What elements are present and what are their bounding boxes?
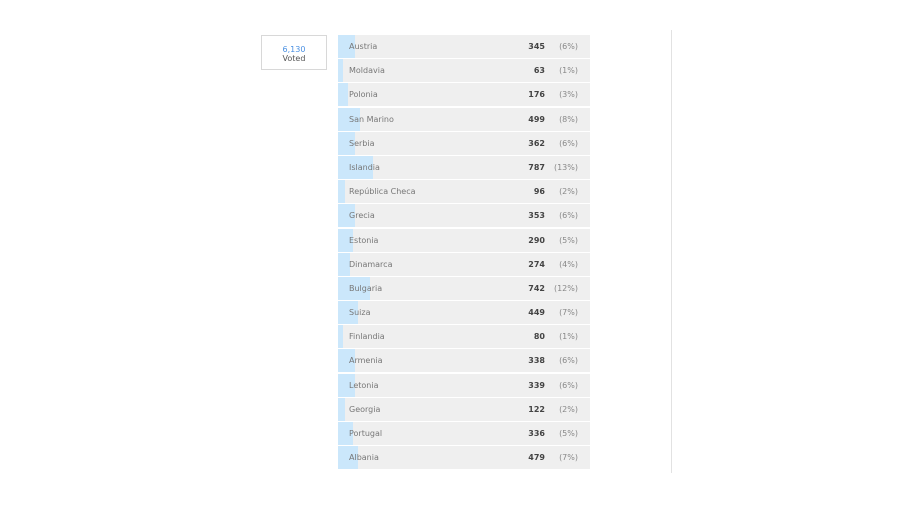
result-percent: (2%) <box>559 187 578 197</box>
result-name: Estonia <box>349 235 379 245</box>
result-votes: 787 <box>528 162 545 172</box>
result-bar <box>338 107 361 131</box>
result-votes: 742 <box>528 283 545 293</box>
result-percent: (6%) <box>559 211 578 221</box>
result-percent: (7%) <box>559 308 578 318</box>
result-bar <box>338 276 371 300</box>
result-votes: 290 <box>528 235 545 245</box>
result-name: Finlandia <box>349 332 385 342</box>
result-percent: (8%) <box>559 114 578 124</box>
voted-count: 6,130 <box>282 45 306 54</box>
result-row[interactable]: Armenia 338 (6%) <box>338 349 590 373</box>
result-bar <box>338 252 351 276</box>
result-votes: 274 <box>528 259 545 269</box>
result-percent: (5%) <box>559 429 578 438</box>
result-percent: (6%) <box>559 380 578 390</box>
result-row[interactable]: Estonia 290 (5%) <box>338 228 590 252</box>
result-bar <box>338 446 358 470</box>
result-votes: 96 <box>533 187 545 197</box>
result-name: Bulgaria <box>349 283 383 293</box>
result-votes: 176 <box>528 90 545 100</box>
result-bar <box>338 228 353 252</box>
result-row[interactable]: Albania 479 (7%) <box>338 446 590 470</box>
result-votes: 80 <box>533 332 545 342</box>
result-votes: 122 <box>528 404 545 414</box>
result-bar <box>338 59 343 83</box>
result-row[interactable]: Grecia 353 (6%) <box>338 204 590 228</box>
result-percent: (13%) <box>553 162 578 172</box>
result-votes: 338 <box>528 356 545 366</box>
results-list: Austria 345 (6%) Moldavia 63 (1%) Polonia 176 (3… <box>338 35 590 470</box>
result-row[interactable]: Islandia 787 (13%) <box>338 155 590 179</box>
result-name: Albania <box>349 453 379 463</box>
result-name: Grecia <box>349 211 375 221</box>
result-name: San Marino <box>349 114 394 124</box>
result-name: Portugal <box>349 429 383 438</box>
result-bar <box>338 131 356 155</box>
result-row[interactable]: Bulgaria 742 (12%) <box>338 276 590 300</box>
result-row[interactable]: Moldavia 63 (1%) <box>338 59 590 83</box>
result-votes: 63 <box>533 66 545 76</box>
result-row[interactable]: Finlandia 80 (1%) <box>338 325 590 349</box>
result-bar <box>338 204 356 228</box>
result-row[interactable]: Polonia 176 (3%) <box>338 83 590 107</box>
result-row[interactable]: Suiza 449 (7%) <box>338 301 590 325</box>
result-name: República Checa <box>349 187 416 197</box>
result-votes: 353 <box>528 211 545 221</box>
result-row[interactable]: San Marino 499 (8%) <box>338 107 590 131</box>
result-votes: 479 <box>528 453 545 463</box>
result-bar <box>338 35 356 58</box>
divider <box>671 30 672 473</box>
result-name: Islandia <box>349 162 380 172</box>
result-bar <box>338 301 358 325</box>
voted-label: Voted <box>282 54 306 63</box>
result-votes: 362 <box>528 138 545 148</box>
result-row[interactable]: Austria 345 (6%) <box>338 35 590 58</box>
result-bar <box>338 325 343 349</box>
result-row[interactable]: Georgia 122 (2%) <box>338 397 590 421</box>
result-percent: (1%) <box>559 332 578 342</box>
result-name: Polonia <box>349 90 378 100</box>
result-row[interactable]: Serbia 362 (6%) <box>338 131 590 155</box>
result-name: Moldavia <box>349 66 385 76</box>
result-percent: (7%) <box>559 453 578 463</box>
result-bar <box>338 180 346 204</box>
result-bar <box>338 349 356 373</box>
result-votes: 499 <box>528 114 545 124</box>
voted-summary: 6,130 Voted <box>261 35 327 70</box>
result-name: Austria <box>349 42 378 51</box>
result-bar <box>338 397 346 421</box>
result-bar <box>338 155 373 179</box>
result-percent: (6%) <box>559 42 578 51</box>
result-percent: (1%) <box>559 66 578 76</box>
result-votes: 345 <box>528 42 545 51</box>
result-name: Suiza <box>349 308 371 318</box>
result-percent: (3%) <box>559 90 578 100</box>
result-percent: (6%) <box>559 138 578 148</box>
result-name: Letonia <box>349 380 379 390</box>
result-name: Serbia <box>349 138 375 148</box>
result-name: Dinamarca <box>349 259 393 269</box>
result-votes: 336 <box>528 429 545 438</box>
result-row[interactable]: Portugal 336 (5%) <box>338 422 590 445</box>
result-bar <box>338 373 356 397</box>
result-bar <box>338 422 353 445</box>
result-votes: 449 <box>528 308 545 318</box>
result-percent: (4%) <box>559 259 578 269</box>
result-bar <box>338 83 348 107</box>
result-name: Armenia <box>349 356 383 366</box>
result-percent: (2%) <box>559 404 578 414</box>
result-percent: (5%) <box>559 235 578 245</box>
result-name: Georgia <box>349 404 381 414</box>
result-votes: 339 <box>528 380 545 390</box>
result-row[interactable]: República Checa 96 (2%) <box>338 180 590 204</box>
result-percent: (6%) <box>559 356 578 366</box>
result-row[interactable]: Dinamarca 274 (4%) <box>338 252 590 276</box>
result-percent: (12%) <box>553 283 578 293</box>
result-row[interactable]: Letonia 339 (6%) <box>338 373 590 397</box>
